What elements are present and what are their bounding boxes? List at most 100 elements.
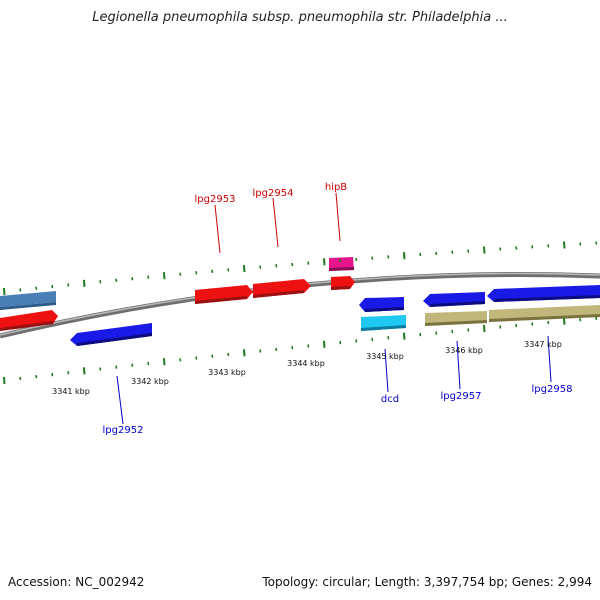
leader-lpg2952 (116, 375, 124, 425)
lower-minor-tick (67, 371, 70, 375)
upper-minor-tick (291, 262, 294, 267)
upper-minor-tick (339, 258, 342, 263)
upper-minor-tick (595, 241, 598, 245)
gene-hipB[interactable] (331, 276, 355, 290)
upper-minor-tick (451, 250, 454, 254)
lower-minor-tick (147, 361, 150, 366)
lower-minor-tick (387, 336, 390, 340)
upper-minor-tick (51, 284, 54, 289)
lower-minor-tick (515, 323, 518, 328)
upper-minor-tick (211, 269, 214, 273)
lower-minor-tick (579, 318, 582, 322)
gene-lpg2958[interactable] (489, 305, 600, 322)
lower-minor-tick (435, 331, 438, 335)
leader-lpg2953 (214, 204, 221, 254)
upper-minor-tick (467, 249, 470, 253)
lower-minor-tick (259, 349, 262, 353)
gene-dcd[interactable] (361, 315, 406, 331)
gene-label-lpg2958[interactable]: lpg2958 (532, 384, 573, 395)
upper-minor-tick (259, 265, 262, 269)
lower-minor-tick (451, 329, 454, 334)
lower-minor-tick (99, 367, 102, 371)
gene-label-hipB[interactable]: hipB (325, 182, 347, 193)
lower-major-tick (163, 358, 166, 366)
gene-dcd-upper[interactable] (359, 297, 404, 312)
scale-label-3344: 3344 kbp (287, 359, 325, 368)
topology-text: Topology: circular; Length: 3,397,754 bp… (262, 575, 592, 589)
upper-major-tick (323, 258, 326, 266)
upper-minor-tick (227, 268, 230, 272)
accession-text: Accession: NC_002942 (8, 575, 145, 589)
gene-hipB-regulator[interactable] (329, 257, 354, 271)
scale-label-3341: 3341 kbp (52, 387, 90, 396)
upper-minor-tick (515, 246, 518, 250)
upper-minor-tick (547, 244, 550, 248)
scale-label-3346: 3346 kbp (445, 346, 483, 355)
gene-label-lpg2957[interactable]: lpg2957 (441, 391, 482, 402)
lower-major-tick (323, 340, 326, 348)
leader-lpg2958 (547, 335, 552, 383)
leader-hipB (335, 192, 341, 242)
upper-major-tick (243, 264, 246, 273)
lower-minor-tick (227, 352, 230, 357)
lower-minor-tick (35, 374, 38, 379)
upper-major-tick (563, 241, 566, 249)
scale-label-3342: 3342 kbp (131, 377, 169, 386)
gene-label-lpg2953[interactable]: lpg2953 (195, 194, 236, 205)
upper-minor-tick (307, 261, 310, 265)
upper-minor-tick (67, 283, 70, 287)
upper-minor-tick (435, 251, 438, 256)
tick-row-lower (3, 316, 598, 385)
gene-lpg2958-upper[interactable] (487, 285, 600, 302)
lower-minor-tick (499, 325, 502, 329)
upper-major-tick (483, 246, 486, 254)
tick-row-upper (3, 241, 598, 296)
lower-minor-tick (179, 358, 182, 362)
lower-minor-tick (467, 328, 470, 332)
gene-steel-blue[interactable] (0, 291, 56, 310)
lower-major-tick (403, 332, 406, 340)
upper-minor-tick (115, 278, 118, 282)
upper-minor-tick (19, 288, 22, 292)
lower-minor-tick (339, 341, 342, 345)
scale-label-3343: 3343 kbp (208, 368, 246, 377)
lower-major-tick (243, 349, 246, 357)
gene-red-left[interactable] (0, 310, 58, 331)
lower-minor-tick (547, 320, 550, 325)
upper-major-tick (403, 252, 406, 260)
upper-minor-tick (275, 264, 278, 268)
lower-minor-tick (595, 316, 598, 320)
upper-minor-tick (579, 242, 582, 246)
lower-minor-tick (51, 373, 54, 377)
lower-minor-tick (275, 347, 278, 351)
upper-minor-tick (147, 275, 150, 279)
gene-label-lpg2952[interactable]: lpg2952 (103, 425, 144, 436)
gene-lpg2952[interactable] (70, 323, 152, 346)
upper-minor-tick (371, 256, 374, 260)
lower-minor-tick (531, 322, 534, 326)
leader-lpg2957 (456, 340, 461, 390)
lower-major-tick (483, 324, 486, 333)
upper-minor-tick (531, 245, 534, 249)
upper-major-tick (3, 288, 6, 296)
gene-lpg2957[interactable] (425, 311, 487, 326)
leader-dcd (384, 348, 389, 393)
genome-title: Legionella pneumophila subsp. pneumophil… (92, 10, 508, 25)
gene-lpg2954[interactable] (253, 279, 311, 298)
lower-minor-tick (211, 354, 214, 358)
upper-minor-tick (419, 252, 422, 257)
gene-label-lpg2954[interactable]: lpg2954 (253, 188, 294, 199)
lower-minor-tick (131, 363, 134, 367)
lower-minor-tick (419, 333, 422, 337)
lower-minor-tick (355, 339, 358, 343)
scale-label-3347: 3347 kbp (524, 340, 562, 349)
upper-minor-tick (387, 255, 390, 259)
upper-major-tick (163, 272, 166, 280)
upper-minor-tick (35, 286, 38, 290)
lower-minor-tick (291, 346, 294, 350)
gene-lpg2953[interactable] (195, 285, 253, 304)
lower-minor-tick (115, 365, 118, 369)
gene-label-dcd[interactable]: dcd (381, 394, 399, 405)
gene-lpg2957-upper[interactable] (423, 292, 485, 307)
